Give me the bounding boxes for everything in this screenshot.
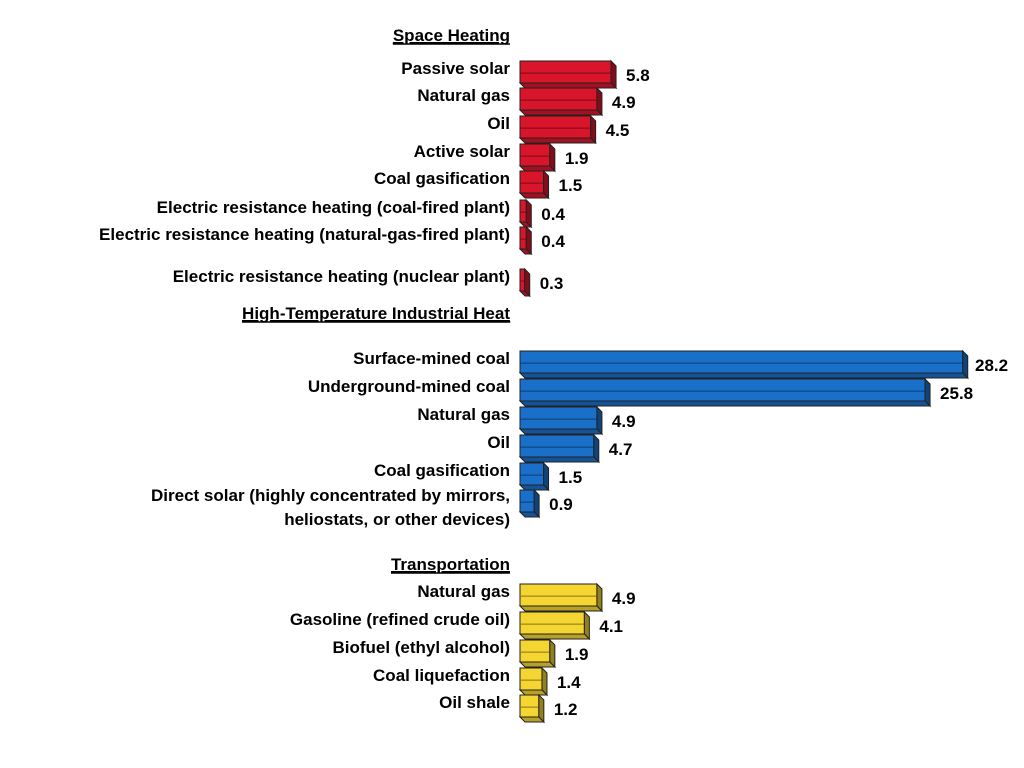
bar-front <box>519 199 527 223</box>
category-label: Natural gas <box>417 405 510 424</box>
category-label: Surface-mined coal <box>353 349 510 368</box>
bar <box>518 142 557 173</box>
bar-bottom <box>518 192 550 199</box>
bar-front <box>519 611 585 635</box>
bar <box>518 693 546 724</box>
bar-bottom <box>518 605 604 612</box>
bar <box>518 488 541 519</box>
bar <box>518 377 932 408</box>
category-label: Underground-mined coal <box>308 377 510 396</box>
bar-front <box>519 87 598 111</box>
bar-bottom <box>518 456 600 463</box>
bar <box>518 666 549 697</box>
value-label: 0.9 <box>549 495 573 514</box>
bar-bottom <box>518 633 591 640</box>
value-label: 25.8 <box>940 384 973 403</box>
value-label: 0.4 <box>541 205 565 224</box>
bar-bottom <box>518 400 932 407</box>
bar-bottom <box>518 372 969 379</box>
category-label: Coal gasification <box>374 461 510 480</box>
bar-front <box>519 143 551 167</box>
bar-bottom <box>518 661 557 668</box>
bar-bottom <box>518 82 618 89</box>
value-label: 1.4 <box>557 673 581 692</box>
bar-bottom <box>518 248 533 255</box>
value-label: 5.8 <box>626 66 650 85</box>
bar-front <box>519 268 526 292</box>
value-label: 0.3 <box>540 274 564 293</box>
category-label: Electric resistance heating (coal-fired … <box>157 198 510 217</box>
value-label: 4.5 <box>606 121 630 140</box>
category-label: Passive solar <box>401 59 510 78</box>
category-label: Coal gasification <box>374 169 510 188</box>
category-label: Electric resistance heating (natural-gas… <box>99 225 510 244</box>
value-label: 1.5 <box>559 176 583 195</box>
bar-bottom <box>518 484 550 491</box>
value-label: 28.2 <box>975 356 1008 375</box>
bar-front <box>519 667 543 691</box>
value-label: 4.9 <box>612 412 636 431</box>
category-label: Natural gas <box>417 86 510 105</box>
bar-bottom <box>518 221 533 228</box>
value-label: 4.7 <box>609 440 633 459</box>
bar-front <box>519 226 527 250</box>
bar <box>518 114 597 145</box>
bar <box>518 433 600 464</box>
bar-bottom <box>518 290 531 297</box>
bar-front <box>519 406 598 430</box>
category-label: Gasoline (refined crude oil) <box>290 610 510 629</box>
value-label: 4.9 <box>612 93 636 112</box>
value-label: 4.1 <box>599 617 623 636</box>
bar-front <box>519 462 545 486</box>
bar-bottom <box>518 109 604 116</box>
category-label: Oil <box>487 433 510 452</box>
value-label: 1.9 <box>565 645 589 664</box>
bar-bottom <box>518 165 557 172</box>
bar-front <box>519 639 551 663</box>
bar <box>518 610 591 641</box>
category-label: Coal liquefaction <box>373 666 510 685</box>
bar <box>518 86 604 117</box>
bar-bottom <box>518 716 546 723</box>
bar <box>518 638 557 669</box>
bar <box>518 461 550 492</box>
bar <box>518 349 969 380</box>
value-label: 1.5 <box>559 468 583 487</box>
bar-bottom <box>518 689 549 696</box>
bar-front <box>519 115 592 139</box>
group-title: Transportation <box>391 555 510 574</box>
bar-bottom <box>518 428 604 435</box>
bar-front <box>519 170 545 194</box>
bar <box>518 582 604 613</box>
value-label: 1.9 <box>565 149 589 168</box>
category-label: Biofuel (ethyl alcohol) <box>332 638 510 657</box>
bar <box>518 225 533 256</box>
bar-front <box>519 489 535 513</box>
bar <box>518 405 604 436</box>
bar-front <box>519 378 926 402</box>
bar-front <box>519 583 598 607</box>
category-label: Active solar <box>414 142 511 161</box>
bar-front <box>519 434 595 458</box>
bar-bottom <box>518 137 597 144</box>
bar-bottom <box>518 511 541 518</box>
bar <box>518 198 533 229</box>
category-label: Natural gas <box>417 582 510 601</box>
bar <box>518 169 550 200</box>
group-title: High-Temperature Industrial Heat <box>242 304 510 323</box>
bar-front <box>519 694 540 718</box>
bar <box>518 59 618 90</box>
bar-front <box>519 60 612 84</box>
category-label: Oil shale <box>439 693 510 712</box>
value-label: 1.2 <box>554 700 578 719</box>
category-label: Electric resistance heating (nuclear pla… <box>173 267 510 286</box>
value-label: 0.4 <box>541 232 565 251</box>
bar <box>518 267 531 298</box>
value-label: 4.9 <box>612 589 636 608</box>
category-label: Direct solar (highly concentrated by mir… <box>151 486 510 529</box>
category-label: Oil <box>487 114 510 133</box>
bar-front <box>519 350 964 374</box>
group-title: Space Heating <box>393 26 510 45</box>
